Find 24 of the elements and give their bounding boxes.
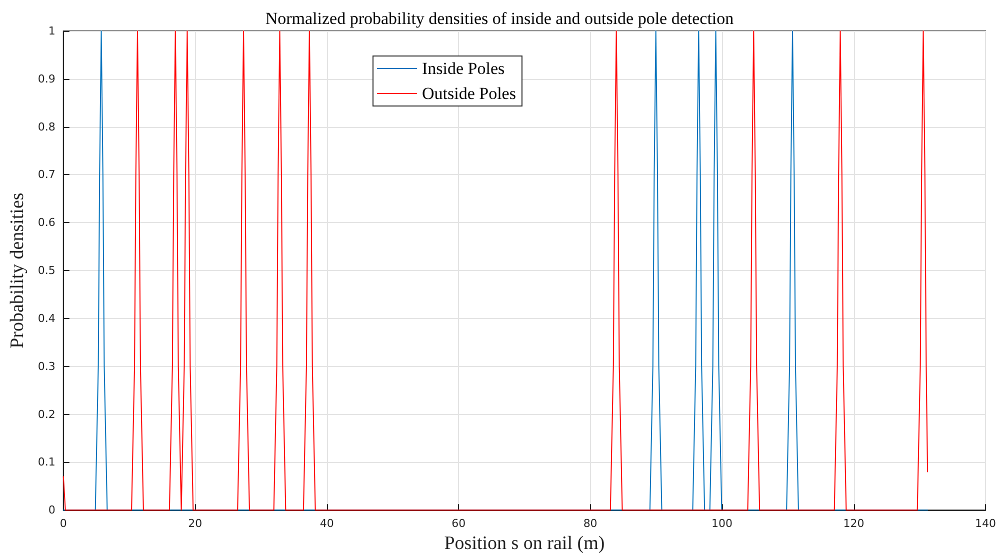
y-tick-label: 0.8 [38,120,56,134]
x-tick-label: 0 [60,517,67,530]
chart-title: Normalized probability densities of inside and outside pole detection [265,9,734,28]
y-tick-label: 0.9 [38,72,56,86]
y-tick-label: 0.3 [38,360,56,373]
legend-label: Inside Poles [422,59,505,78]
x-tick-label: 80 [583,517,598,530]
x-tick-label: 60 [452,517,466,530]
y-tick-label: 0.6 [38,216,56,230]
legend-label: Outside Poles [422,84,516,103]
y-tick-label: 0.1 [38,456,56,469]
y-tick-label: 0.5 [38,264,56,278]
y-tick-label: 0 [48,504,56,517]
y-tick-label: 0.2 [38,408,56,421]
x-tick-label: 20 [188,517,202,530]
y-tick-label: 1 [48,24,56,38]
x-tick-label: 100 [712,517,733,530]
y-tick-label: 0.4 [38,312,56,325]
x-tick-label: 120 [843,517,864,530]
x-axis-title: Position s on rail (m) [444,533,605,554]
y-tick-label: 0.7 [38,168,56,182]
y-axis-title: Probability densities [7,192,28,348]
x-tick-label: 40 [320,517,334,530]
x-tick-label: 140 [975,517,996,530]
